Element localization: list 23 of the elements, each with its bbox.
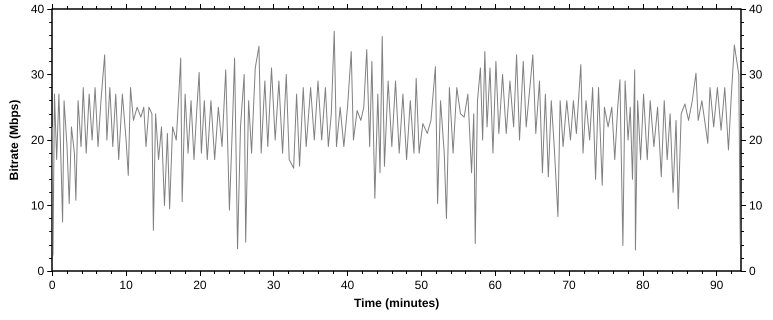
x-tick-label: 20 [193,278,207,292]
x-axis-title: Time (minutes) [354,296,440,310]
y2-tick-label: 40 [749,2,763,16]
y-tick-label: 10 [30,198,45,212]
x-tick-label: 80 [636,278,650,292]
y-tick-label: 20 [30,133,45,147]
x-tick-label: 0 [48,278,56,292]
y2-tick-label: 20 [749,133,763,147]
y2-tick-label: 30 [749,68,763,82]
x-tick-label: 10 [119,278,134,292]
x-tick-label: 90 [710,278,724,292]
line-series [52,30,741,256]
y-tick-label: 0 [38,264,45,278]
y2-tick-label: 0 [749,264,756,278]
x-tick-label: 70 [562,278,576,292]
x-tick-label: 60 [488,278,502,292]
y-tick-label: 40 [30,2,45,16]
y2-tick-label: 10 [749,198,763,212]
x-tick-label: 50 [414,278,428,292]
x-tick-label: 30 [267,278,281,292]
y-axis-title: Bitrate (Mbps) [7,100,21,180]
y-tick-label: 30 [30,68,45,82]
x-tick-label: 40 [340,278,355,292]
